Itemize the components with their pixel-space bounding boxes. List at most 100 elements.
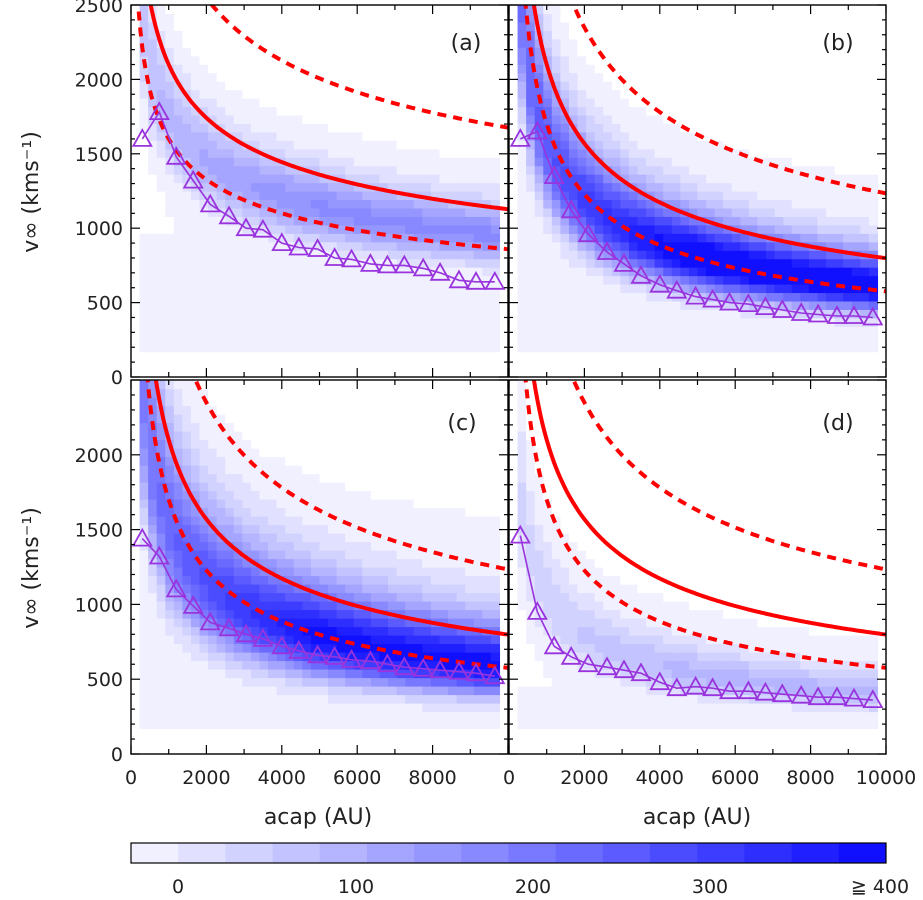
density-cell [834, 275, 844, 285]
density-cell [783, 174, 793, 184]
density-cell [276, 275, 286, 285]
density-cell [388, 5, 398, 15]
density-cell [225, 300, 235, 310]
density-cell [473, 21, 483, 31]
density-cell [165, 21, 175, 31]
density-cell [182, 284, 192, 294]
density-cell [843, 275, 853, 285]
density-cell [379, 292, 389, 302]
density-cell [826, 5, 836, 15]
density-cell [225, 694, 235, 704]
density-cell [543, 292, 553, 302]
density-cell [310, 55, 321, 65]
density-cell [310, 448, 321, 458]
density-cell [362, 439, 372, 449]
density-cell [370, 703, 381, 713]
density-cell [603, 81, 613, 91]
density-cell [405, 343, 415, 353]
density-cell [396, 720, 406, 730]
density-cell [233, 473, 243, 483]
density-cell [173, 182, 184, 192]
density-cell [663, 317, 673, 327]
density-cell [740, 292, 750, 302]
density-cell [345, 541, 355, 551]
density-cell [268, 482, 278, 492]
density-cell [405, 414, 415, 424]
density-cell [319, 38, 329, 48]
density-cell [276, 720, 286, 730]
density-cell [250, 241, 261, 251]
density-cell [628, 123, 639, 133]
density-cell [165, 575, 175, 585]
density-cell [216, 224, 226, 234]
density-cell [594, 55, 604, 65]
density-cell [783, 38, 793, 48]
density-cell [534, 72, 544, 82]
density-cell [388, 174, 398, 184]
density-cell [766, 114, 776, 124]
density-cell [697, 250, 707, 260]
density-cell [405, 55, 415, 65]
density-cell [362, 584, 372, 594]
density-cell [370, 148, 381, 158]
density-cell [328, 405, 338, 415]
density-cell [860, 224, 870, 234]
density-cell [439, 165, 449, 175]
density-cell [293, 123, 303, 133]
density-cell [190, 300, 201, 310]
density-cell [139, 558, 149, 568]
density-cell [328, 343, 338, 353]
density-cell [302, 21, 312, 31]
density-cell [577, 38, 587, 48]
density-cell [336, 609, 346, 619]
density-cell [285, 224, 295, 234]
density-cell [250, 618, 261, 628]
density-cell [148, 703, 158, 713]
density-cell [697, 191, 707, 201]
density-cell [783, 148, 793, 158]
density-cell [405, 635, 415, 645]
density-cell [319, 148, 329, 158]
density-cell [328, 284, 338, 294]
density-cell [396, 507, 406, 517]
density-cell [208, 233, 218, 243]
density-cell [671, 165, 681, 175]
density-cell [216, 431, 226, 441]
density-cell [370, 106, 381, 116]
density-cell [791, 241, 801, 251]
density-cell [216, 275, 226, 285]
density-cell [139, 174, 149, 184]
density-cell [868, 114, 879, 124]
density-cell [637, 38, 647, 48]
density-cell [603, 38, 613, 48]
density-cell [336, 550, 346, 560]
density-cell [250, 98, 261, 108]
density-cell [517, 157, 527, 167]
density-cell [388, 250, 398, 260]
density-cell [148, 284, 158, 294]
density-cell [310, 533, 321, 543]
density-cell [156, 720, 166, 730]
density-cell [276, 473, 286, 483]
density-cell [328, 550, 338, 560]
density-cell [783, 241, 793, 251]
density-cell [362, 64, 372, 74]
density-cell [543, 148, 553, 158]
density-cell [490, 334, 501, 344]
density-cell [370, 207, 381, 217]
density-cell [148, 123, 158, 133]
density-cell [526, 157, 536, 167]
density-cell [646, 165, 656, 175]
density-cell [637, 334, 647, 344]
density-cell [173, 30, 184, 40]
density-cell [259, 490, 269, 500]
density-cell [757, 114, 767, 124]
density-cell [259, 482, 269, 492]
density-cell [413, 13, 423, 23]
density-cell [173, 584, 184, 594]
density-cell [148, 30, 158, 40]
density-cell [182, 343, 192, 353]
density-cell [834, 5, 844, 15]
density-cell [534, 174, 544, 184]
density-cell [526, 148, 536, 158]
